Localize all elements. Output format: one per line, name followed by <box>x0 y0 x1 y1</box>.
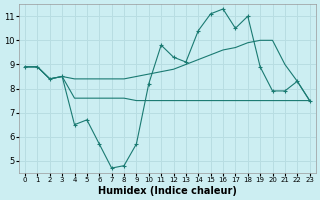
X-axis label: Humidex (Indice chaleur): Humidex (Indice chaleur) <box>98 186 237 196</box>
